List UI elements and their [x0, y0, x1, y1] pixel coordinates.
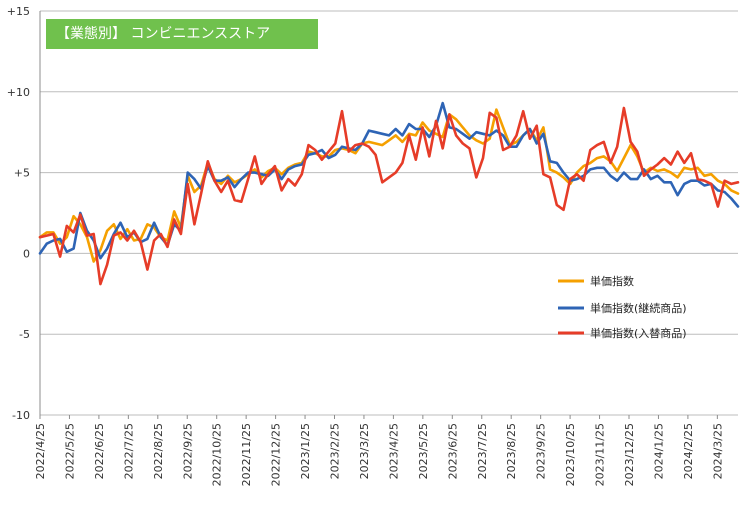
y-axis-ticks: +15 +10 +5 0 -5 -10 — [7, 5, 30, 422]
x-tick-label: 2022/4/25 — [34, 423, 47, 479]
y-tick-label: -10 — [12, 409, 30, 422]
y-tick-label: +15 — [7, 5, 30, 18]
y-tick-label: +10 — [7, 86, 30, 99]
series-line-1 — [38, 108, 740, 263]
x-tick-label: 2023/9/25 — [535, 423, 548, 479]
x-tick-label: 2023/7/25 — [476, 423, 489, 479]
x-tick-label: 2022/7/25 — [122, 423, 135, 479]
chart-title: 【業態別】 コンビニエンスストア — [46, 19, 318, 49]
legend-label: 単価指数(入替商品) — [590, 326, 687, 340]
x-tick-label: 2024/3/25 — [711, 423, 724, 479]
x-tick-label: 2023/11/25 — [594, 423, 607, 486]
x-tick-label: 2023/3/25 — [358, 423, 371, 479]
series-line-3 — [38, 106, 740, 286]
x-tick-label: 2024/2/25 — [682, 423, 695, 479]
x-tick-label: 2023/10/25 — [564, 423, 577, 486]
x-tick-label: 2022/11/25 — [240, 423, 253, 486]
x-tick-label: 2024/1/25 — [652, 423, 665, 479]
x-tick-label: 2023/8/25 — [505, 423, 518, 479]
x-tick-label: 2023/12/25 — [623, 423, 636, 486]
y-tick-label: -5 — [19, 328, 30, 341]
legend-label: 単価指数 — [590, 274, 634, 288]
x-tick-label: 2023/2/25 — [329, 423, 342, 479]
x-tick-label: 2022/10/25 — [211, 423, 224, 486]
x-tick-label: 2022/6/25 — [93, 423, 106, 479]
y-tick-label: +5 — [14, 167, 30, 180]
x-axis-ticks: 2022/4/25 2022/5/25 2022/6/25 2022/7/25 2022… — [34, 415, 724, 486]
x-tick-label: 2022/9/25 — [181, 423, 194, 479]
x-tick-label: 2023/1/25 — [299, 423, 312, 479]
legend-label: 単価指数(継続商品) — [590, 301, 687, 315]
x-tick-label: 2022/12/25 — [270, 423, 283, 486]
x-tick-label: 2022/5/25 — [63, 423, 76, 479]
series-lines — [38, 101, 740, 286]
y-tick-label: 0 — [23, 247, 30, 260]
series-line-2 — [38, 101, 740, 260]
gridlines — [40, 10, 738, 416]
x-tick-label: 2023/5/25 — [417, 423, 430, 479]
x-tick-label: 2022/8/25 — [152, 423, 165, 479]
x-tick-label: 2023/4/25 — [387, 423, 400, 479]
x-tick-label: 2023/6/25 — [446, 423, 459, 479]
